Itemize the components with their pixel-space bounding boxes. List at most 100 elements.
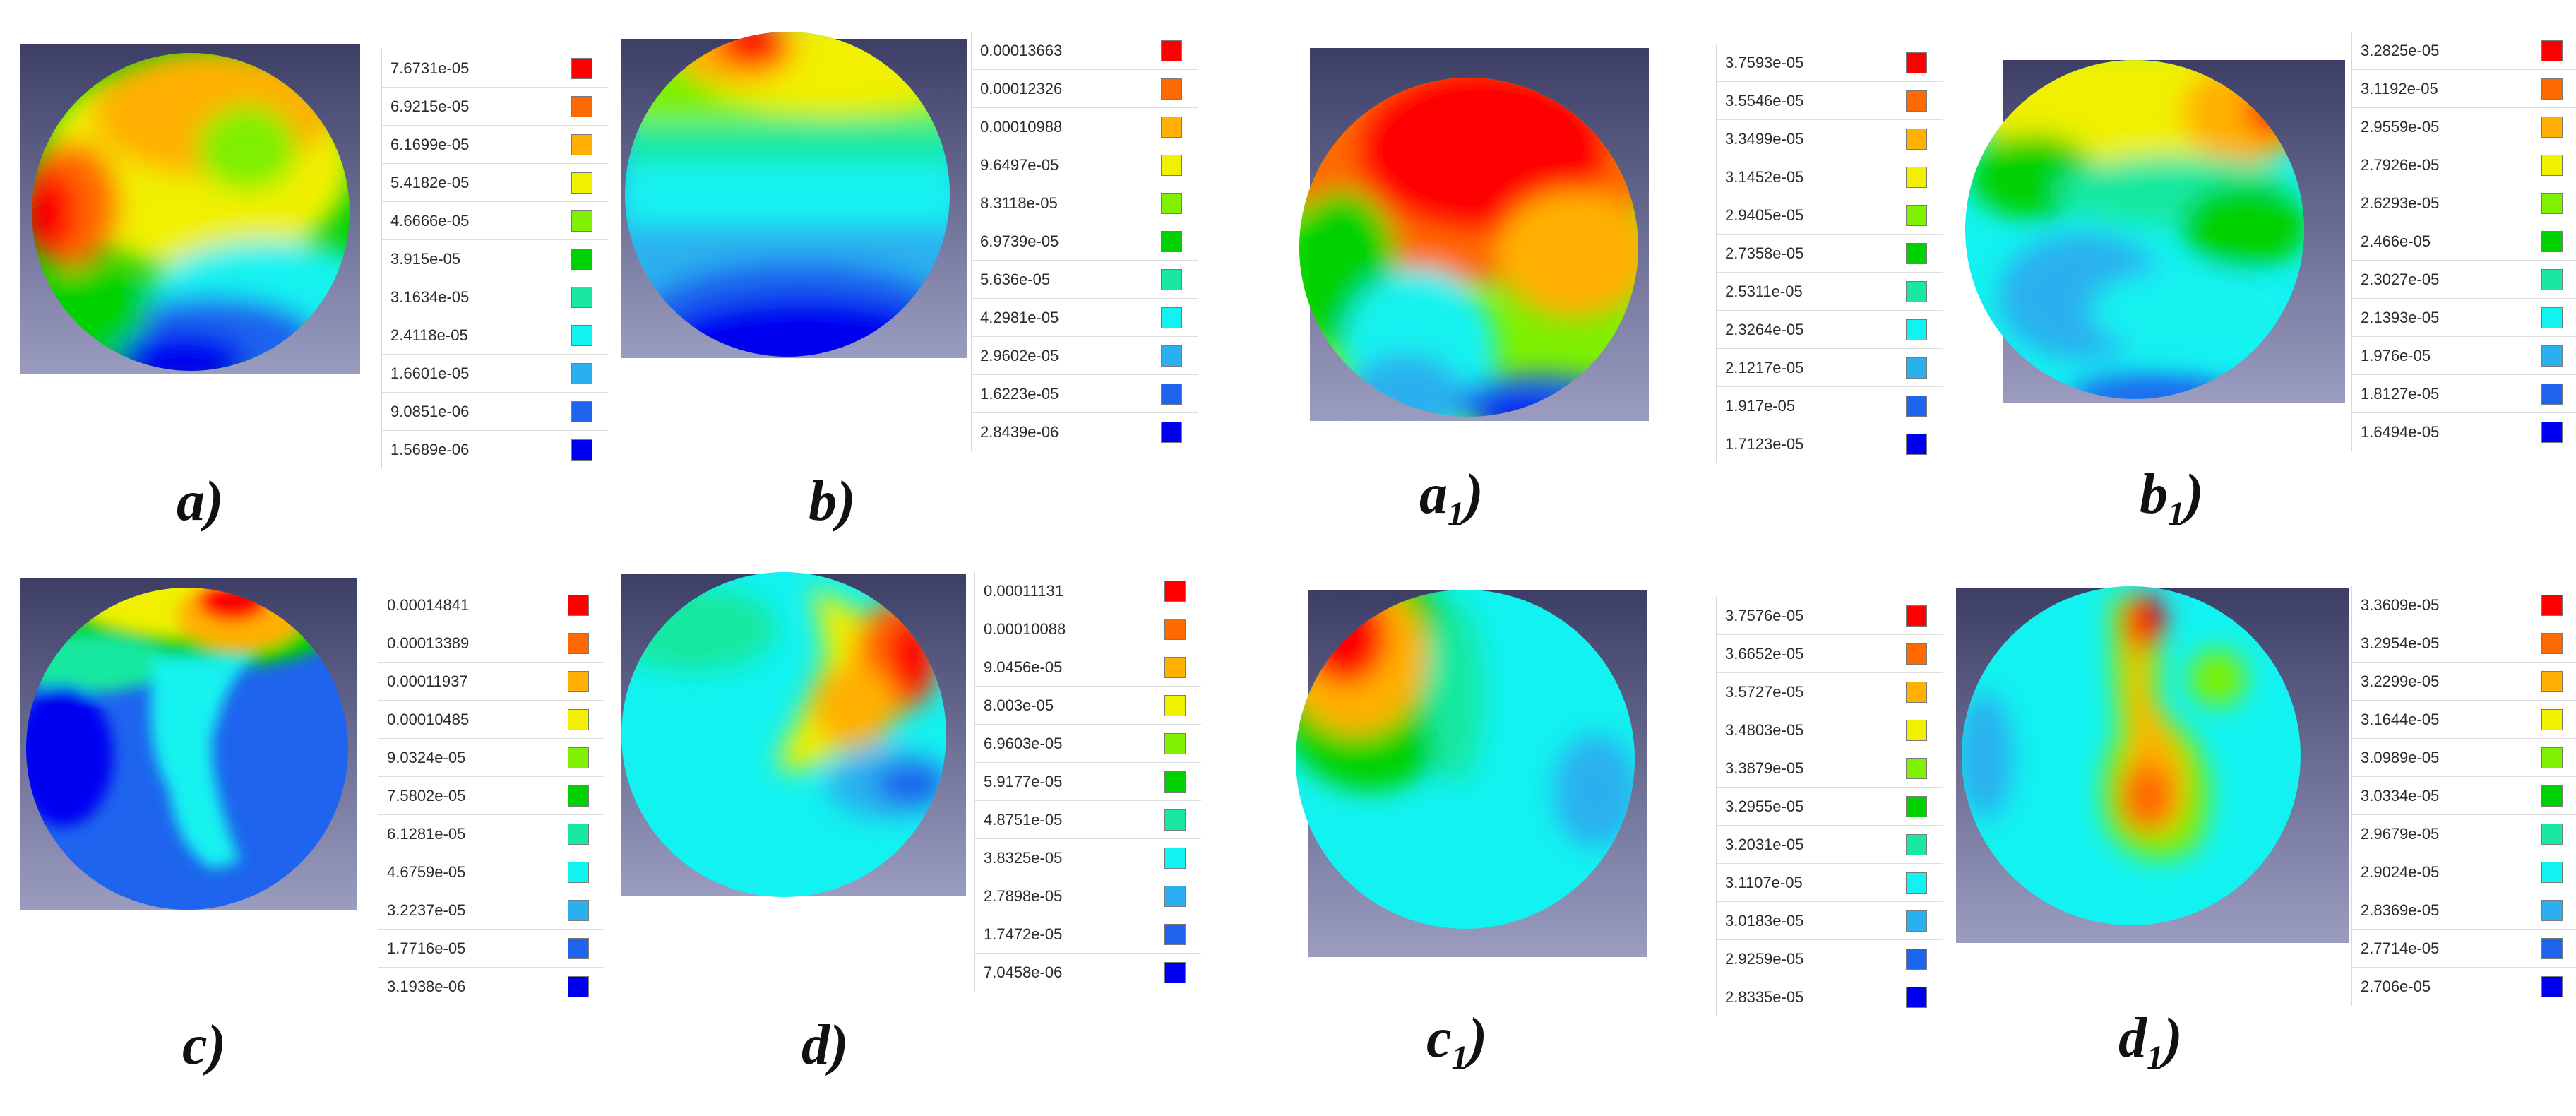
legend-value: 8.003e-05 — [984, 696, 1054, 714]
legend-value: 1.917e-05 — [1725, 396, 1796, 415]
legend-row: 7.6731e-05 — [382, 49, 608, 88]
legend-row: 0.00014841 — [378, 586, 604, 624]
legend-swatch — [571, 324, 592, 346]
legend-swatch — [2541, 670, 2563, 692]
legend-row: 3.5546e-05 — [1717, 82, 1943, 120]
legend-row: 2.8369e-05 — [2352, 891, 2576, 930]
plot-background — [1308, 590, 1647, 957]
legend-swatch — [1906, 166, 1927, 188]
legend-swatch — [2541, 40, 2563, 61]
legend-value: 0.00010988 — [980, 117, 1063, 136]
legend-value: 2.3027e-05 — [2361, 270, 2440, 288]
caption-letter: d — [2118, 1007, 2147, 1069]
legend-row: 2.8335e-05 — [1717, 978, 1943, 1016]
legend-row: 0.00011131 — [975, 572, 1201, 610]
legend-row: 3.2825e-05 — [2352, 32, 2576, 70]
legend-row: 4.6759e-05 — [378, 853, 604, 891]
legend-value: 2.706e-05 — [2361, 978, 2431, 995]
legend-row: 0.00013389 — [378, 624, 604, 663]
legend-row: 3.3879e-05 — [1717, 749, 1943, 788]
caption-a1: a1) — [1419, 466, 1484, 531]
legend-value: 0.00011937 — [387, 672, 468, 690]
legend-value: 0.00010485 — [387, 710, 470, 728]
legend-swatch — [571, 95, 592, 117]
legend-swatch — [571, 400, 592, 422]
legend-swatch — [1906, 643, 1927, 665]
legend-swatch — [1161, 40, 1182, 61]
legend-swatch — [568, 861, 589, 883]
legend-row: 1.976e-05 — [2352, 337, 2576, 375]
legend-swatch — [2541, 976, 2563, 997]
legend-value: 6.1281e-05 — [387, 824, 466, 843]
legend-row: 3.4803e-05 — [1717, 711, 1943, 749]
legend-row: 7.0458e-06 — [975, 954, 1201, 992]
caption-letter: b — [809, 470, 837, 533]
legend-row: 3.0183e-05 — [1717, 902, 1943, 940]
legend-swatch — [1164, 656, 1186, 678]
legend-swatch — [1161, 383, 1182, 405]
legend-swatch — [2541, 823, 2563, 845]
legend-value: 3.1452e-05 — [1725, 167, 1804, 186]
legend-swatch — [571, 248, 592, 270]
legend-value: 2.5311e-05 — [1725, 282, 1803, 300]
legend-row: 1.6601e-05 — [382, 355, 608, 393]
legend-row: 2.7926e-05 — [2352, 146, 2576, 184]
legend-swatch — [571, 133, 592, 155]
legend-value: 3.4803e-05 — [1725, 720, 1804, 739]
legend-row: 6.1281e-05 — [378, 815, 604, 853]
legend-row: 2.8439e-06 — [972, 413, 1198, 451]
legend-value: 3.7593e-05 — [1725, 53, 1804, 71]
legend-value: 3.2955e-05 — [1725, 797, 1804, 815]
legend-value: 3.2237e-05 — [387, 901, 466, 919]
legend-b: 0.00013663 0.00012326 0.00010988 9.6497e-05… — [971, 32, 1198, 451]
legend-row: 4.8751e-05 — [975, 801, 1201, 839]
caption-paren: ) — [830, 1014, 849, 1076]
legend-swatch — [1906, 204, 1927, 226]
legend-row: 0.00013663 — [972, 32, 1198, 70]
legend-swatch — [1906, 757, 1927, 779]
legend-row: 1.917e-05 — [1717, 387, 1943, 425]
legend-row: 3.1938e-06 — [378, 968, 604, 1006]
legend-value: 3.1634e-05 — [390, 287, 470, 306]
plot-background — [20, 44, 360, 374]
legend-value: 2.7898e-05 — [984, 886, 1063, 905]
legend-swatch — [568, 632, 589, 654]
plot-background — [621, 574, 966, 896]
legend-row: 2.9559e-05 — [2352, 108, 2576, 146]
plot-background — [1310, 48, 1649, 421]
legend-swatch — [571, 172, 592, 194]
legend-swatch — [568, 785, 589, 807]
legend-swatch — [2541, 230, 2563, 252]
legend-row: 3.2954e-05 — [2352, 624, 2576, 663]
legend-value: 7.6731e-05 — [390, 59, 470, 77]
legend-row: 3.2237e-05 — [378, 891, 604, 930]
legend-swatch — [2541, 78, 2563, 100]
legend-row: 3.1452e-05 — [1717, 158, 1943, 196]
legend-row: 3.3609e-05 — [2352, 586, 2576, 624]
legend-value: 2.8335e-05 — [1725, 988, 1804, 1006]
legend-value: 3.1192e-05 — [2361, 79, 2438, 97]
legend-row: 2.1217e-05 — [1717, 349, 1943, 387]
legend-value: 3.2954e-05 — [2361, 634, 2440, 652]
legend-swatch — [2541, 307, 2563, 328]
legend-swatch — [2541, 192, 2563, 214]
legend-value: 3.1938e-06 — [387, 978, 466, 995]
legend-row: 3.0989e-05 — [2352, 739, 2576, 777]
legend-swatch — [2541, 937, 2563, 959]
legend-value: 4.6666e-05 — [390, 211, 470, 230]
legend-d1: 3.3609e-05 3.2954e-05 3.2299e-05 3.1644e-05… — [2351, 586, 2576, 1006]
legend-value: 9.0851e-06 — [390, 402, 470, 420]
legend-value: 3.7576e-05 — [1725, 606, 1804, 624]
legend-swatch — [1161, 230, 1182, 252]
legend-row: 3.915e-05 — [382, 240, 608, 278]
legend-swatch — [1164, 847, 1186, 869]
legend-swatch — [1906, 395, 1927, 417]
legend-swatch — [1161, 422, 1182, 443]
legend-swatch — [1161, 307, 1182, 328]
legend-swatch — [571, 286, 592, 308]
legend-row: 3.6652e-05 — [1717, 635, 1943, 673]
legend-swatch — [568, 899, 589, 921]
legend-value: 1.6601e-05 — [390, 364, 470, 382]
legend-swatch — [1161, 154, 1182, 176]
legend-swatch — [1161, 268, 1182, 290]
